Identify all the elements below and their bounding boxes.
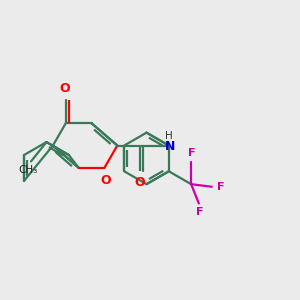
Text: F: F bbox=[217, 182, 224, 192]
Text: O: O bbox=[59, 82, 70, 95]
Text: CH₃: CH₃ bbox=[18, 165, 38, 176]
Text: H: H bbox=[165, 130, 173, 141]
Text: F: F bbox=[188, 148, 196, 158]
Text: O: O bbox=[100, 174, 111, 187]
Text: O: O bbox=[135, 176, 146, 189]
Text: F: F bbox=[196, 207, 204, 218]
Text: N: N bbox=[165, 140, 175, 153]
